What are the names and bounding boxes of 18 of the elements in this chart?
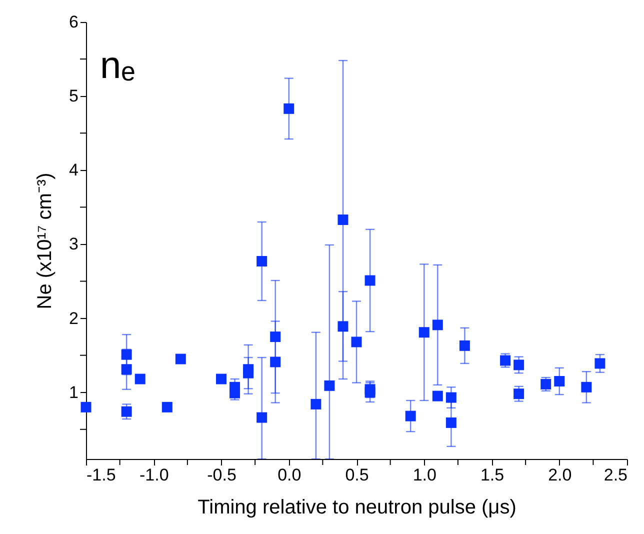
y-tick-label: 6 [69,12,78,32]
x-tick-label: 0.5 [345,466,369,484]
y-tick-label: 3 [69,234,78,254]
x-tick-label: 2.0 [548,466,572,484]
x-tick-label: -0.5 [207,466,236,484]
x-tick-label: -1.5 [86,466,116,484]
annotation: nₑ [100,45,136,87]
y-tick-label: 5 [69,86,78,106]
y-axis-title: Ne (x10¹⁷ cm⁻³) [34,172,56,310]
x-tick-label: 0.0 [278,466,302,484]
x-tick-label: 2.5 [604,466,628,484]
x-axis-title: Timing relative to neutron pulse (μs) [198,496,516,518]
x-tick-label: 1.0 [412,466,436,484]
y-tick-label: 1 [69,382,78,402]
y-tick-label: 4 [69,160,78,180]
y-tick-label: 2 [69,308,78,328]
x-tick-label: 1.5 [480,466,504,484]
x-tick-label: -1.0 [139,466,169,484]
